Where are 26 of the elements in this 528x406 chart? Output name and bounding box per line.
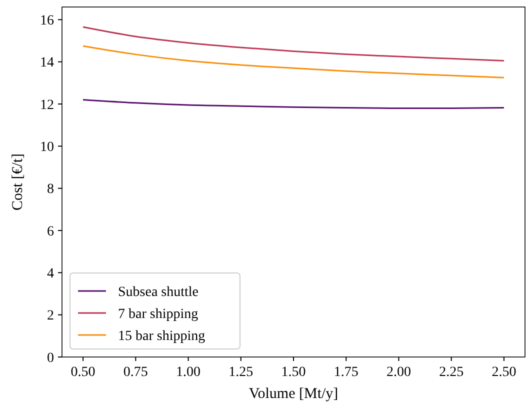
y-tick-label: 2 [47, 308, 54, 324]
x-tick-label: 2.25 [439, 365, 464, 380]
legend-label: Subsea shuttle [118, 284, 198, 300]
line-series [82, 99, 505, 109]
x-tick-label: 0.75 [123, 365, 148, 380]
line-series [82, 26, 505, 62]
legend-label: 7 bar shipping [118, 306, 198, 322]
x-axis-title: Volume [Mt/y] [248, 386, 338, 402]
y-tick-label: 16 [40, 14, 54, 29]
x-tick-label: 1.75 [334, 365, 358, 380]
x-tick-label: 1.00 [176, 365, 201, 380]
y-tick-label: 8 [47, 182, 54, 198]
x-tick-label: 2.00 [386, 365, 411, 380]
x-tick-label: 2.50 [492, 365, 516, 380]
y-tick-label: 0 [47, 350, 54, 366]
legend-label: 15 bar shipping [118, 328, 206, 344]
y-tick-label: 14 [40, 56, 54, 71]
x-tick-label: 1.25 [228, 365, 254, 380]
y-tick-label: 4 [47, 266, 54, 282]
y-tick-label: 12 [40, 98, 54, 113]
x-tick-label: 0.50 [70, 365, 96, 380]
y-tick-label: 10 [40, 140, 54, 156]
y-axis-title: Cost [€/t] [10, 153, 26, 211]
line-series [82, 45, 505, 78]
x-tick-label: 1.50 [281, 365, 306, 380]
y-tick-label: 6 [47, 224, 54, 240]
